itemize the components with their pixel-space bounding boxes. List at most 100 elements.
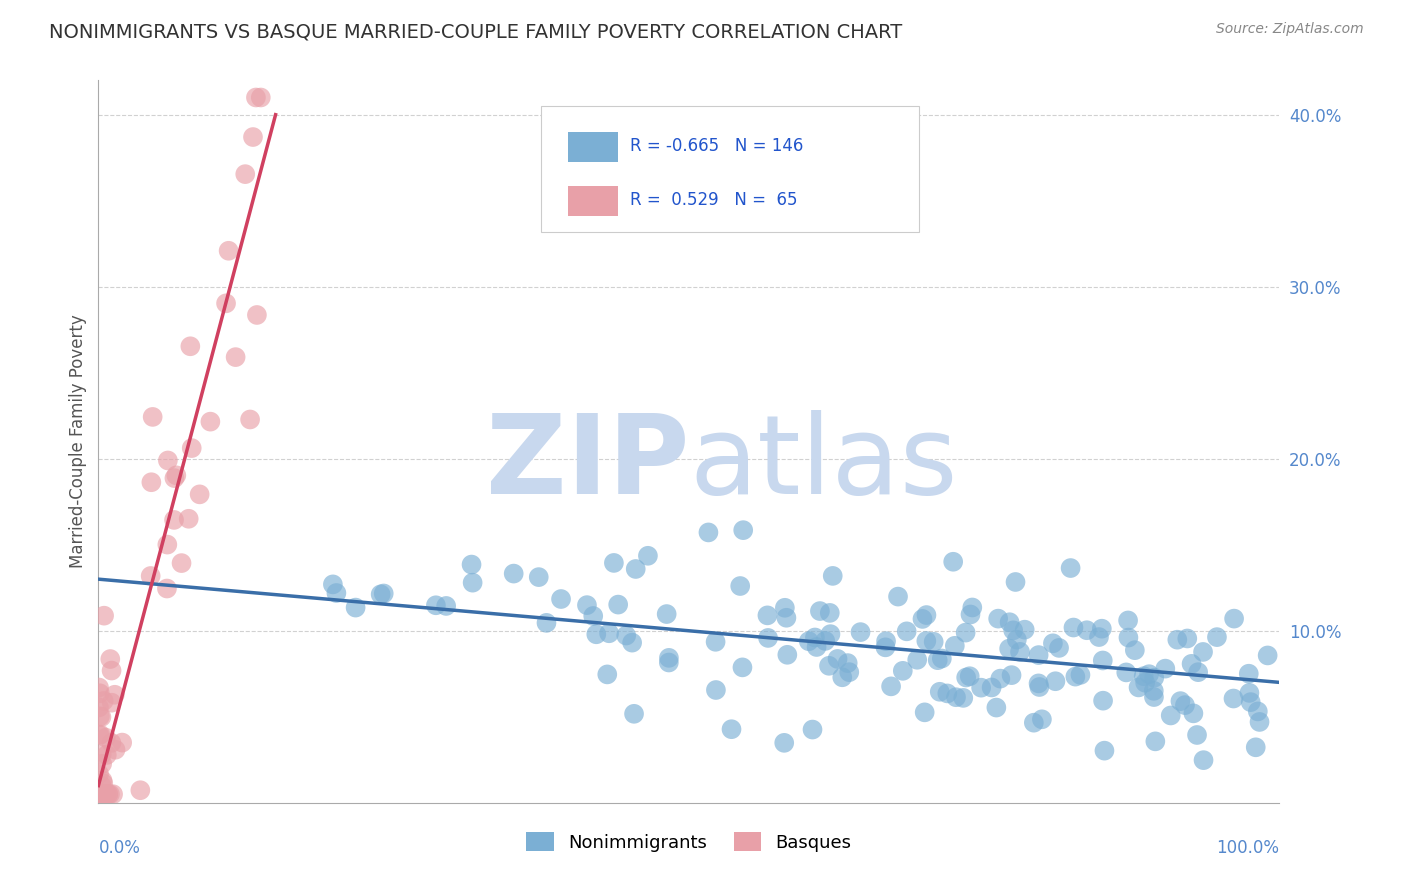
Point xyxy=(1062,621,1084,635)
Point xyxy=(1128,681,1150,695)
Point xyxy=(998,641,1021,656)
Point xyxy=(797,634,820,648)
Point xyxy=(980,681,1002,695)
Y-axis label: Married-Couple Family Poverty: Married-Couple Family Poverty xyxy=(69,315,87,568)
Point xyxy=(998,615,1021,630)
Text: 100.0%: 100.0% xyxy=(1216,838,1279,857)
Point xyxy=(773,736,796,750)
Point xyxy=(1249,714,1271,729)
Point xyxy=(756,631,779,645)
Point xyxy=(91,773,114,788)
Point xyxy=(215,296,238,310)
Point xyxy=(728,579,751,593)
Point xyxy=(1092,694,1115,708)
Point xyxy=(955,625,977,640)
Point xyxy=(1005,632,1028,647)
Point xyxy=(502,566,524,581)
Point xyxy=(1257,648,1279,663)
Point xyxy=(1137,667,1160,681)
Point xyxy=(720,723,742,737)
Point xyxy=(97,787,120,801)
Point xyxy=(1002,624,1025,638)
Point xyxy=(896,624,918,639)
Point xyxy=(249,90,271,104)
Point xyxy=(536,615,558,630)
Point xyxy=(801,723,824,737)
Point xyxy=(875,640,897,655)
Point xyxy=(1143,690,1166,704)
Point xyxy=(89,709,111,723)
Point xyxy=(1115,665,1137,680)
Point xyxy=(1045,674,1067,689)
FancyBboxPatch shape xyxy=(541,105,920,232)
Point xyxy=(1144,734,1167,748)
Point xyxy=(942,555,965,569)
Point xyxy=(1047,640,1070,655)
Point xyxy=(775,611,797,625)
Point xyxy=(93,787,115,801)
Point xyxy=(97,787,120,801)
Point xyxy=(142,409,165,424)
Point xyxy=(165,468,187,483)
Point xyxy=(322,577,344,591)
Point xyxy=(827,652,849,666)
Point xyxy=(101,787,124,801)
Point xyxy=(911,612,934,626)
Point xyxy=(93,608,115,623)
Text: R =  0.529   N =  65: R = 0.529 N = 65 xyxy=(630,191,797,210)
Point xyxy=(1069,668,1091,682)
Point xyxy=(1031,712,1053,726)
Point xyxy=(806,640,828,654)
Point xyxy=(704,635,727,649)
Point xyxy=(875,634,897,648)
Point xyxy=(87,767,110,781)
Point xyxy=(1118,631,1140,645)
Point xyxy=(624,562,647,576)
Point xyxy=(820,627,842,641)
Point xyxy=(91,787,114,801)
Point xyxy=(621,635,644,649)
Point xyxy=(1240,695,1263,709)
Point xyxy=(1094,744,1116,758)
Point xyxy=(1187,665,1209,680)
Point xyxy=(905,653,928,667)
Point xyxy=(623,706,645,721)
Point xyxy=(776,648,799,662)
Point xyxy=(818,606,841,620)
Point xyxy=(808,604,831,618)
Point xyxy=(814,634,837,648)
Point xyxy=(880,679,903,693)
Point xyxy=(704,683,727,698)
Point xyxy=(1143,671,1166,685)
Point xyxy=(94,787,117,801)
Point xyxy=(1133,675,1156,690)
Text: NONIMMIGRANTS VS BASQUE MARRIED-COUPLE FAMILY POVERTY CORRELATION CHART: NONIMMIGRANTS VS BASQUE MARRIED-COUPLE F… xyxy=(49,22,903,41)
Point xyxy=(1143,683,1166,698)
Point xyxy=(89,787,111,801)
Point xyxy=(139,569,162,583)
Point xyxy=(94,731,117,745)
Point xyxy=(1116,614,1139,628)
Point xyxy=(163,513,186,527)
Point xyxy=(370,587,392,601)
Point xyxy=(177,512,200,526)
Point xyxy=(141,475,163,490)
Point xyxy=(1237,666,1260,681)
Point xyxy=(87,787,110,801)
Point xyxy=(425,599,447,613)
FancyBboxPatch shape xyxy=(568,186,619,216)
Point xyxy=(180,441,202,455)
Point xyxy=(922,635,945,649)
Point xyxy=(344,600,367,615)
Point xyxy=(1132,669,1154,683)
Point xyxy=(89,787,111,801)
Point xyxy=(914,706,936,720)
Point xyxy=(658,656,681,670)
Point xyxy=(887,590,910,604)
Point xyxy=(838,665,860,680)
Point xyxy=(821,569,844,583)
Point xyxy=(1170,694,1192,708)
Point xyxy=(98,787,121,801)
Point xyxy=(156,538,179,552)
Point xyxy=(87,785,110,799)
